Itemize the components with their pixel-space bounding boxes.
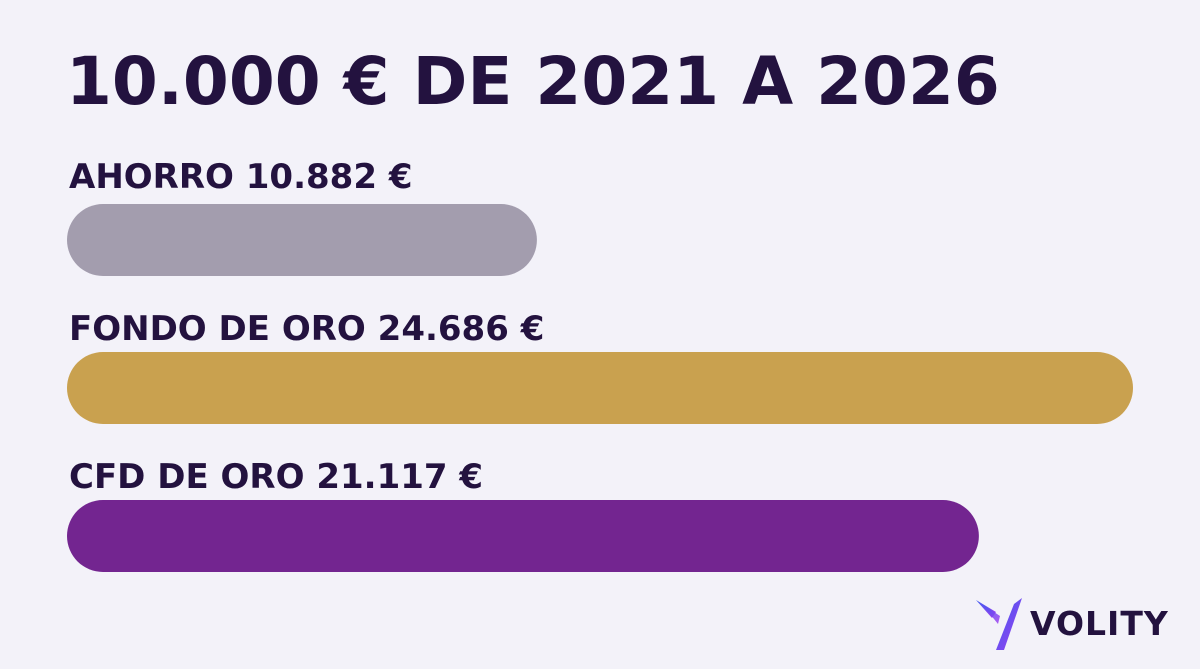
bar-ahorro bbox=[67, 204, 537, 276]
volity-logo: VOLITY bbox=[974, 596, 1169, 652]
chart-title: 10.000 € DE 2021 A 2026 bbox=[66, 43, 1000, 120]
bar-cfd-de-oro bbox=[67, 500, 979, 572]
bar-label-fondo-de-oro: FONDO DE ORO 24.686 € bbox=[69, 309, 544, 349]
bar-label-ahorro: AHORRO 10.882 € bbox=[69, 157, 412, 197]
bar-label-cfd-de-oro: CFD DE ORO 21.117 € bbox=[69, 457, 483, 497]
bar-fondo-de-oro bbox=[67, 352, 1133, 424]
brand-name: VOLITY bbox=[1030, 604, 1169, 643]
volity-logo-icon bbox=[976, 598, 1022, 650]
